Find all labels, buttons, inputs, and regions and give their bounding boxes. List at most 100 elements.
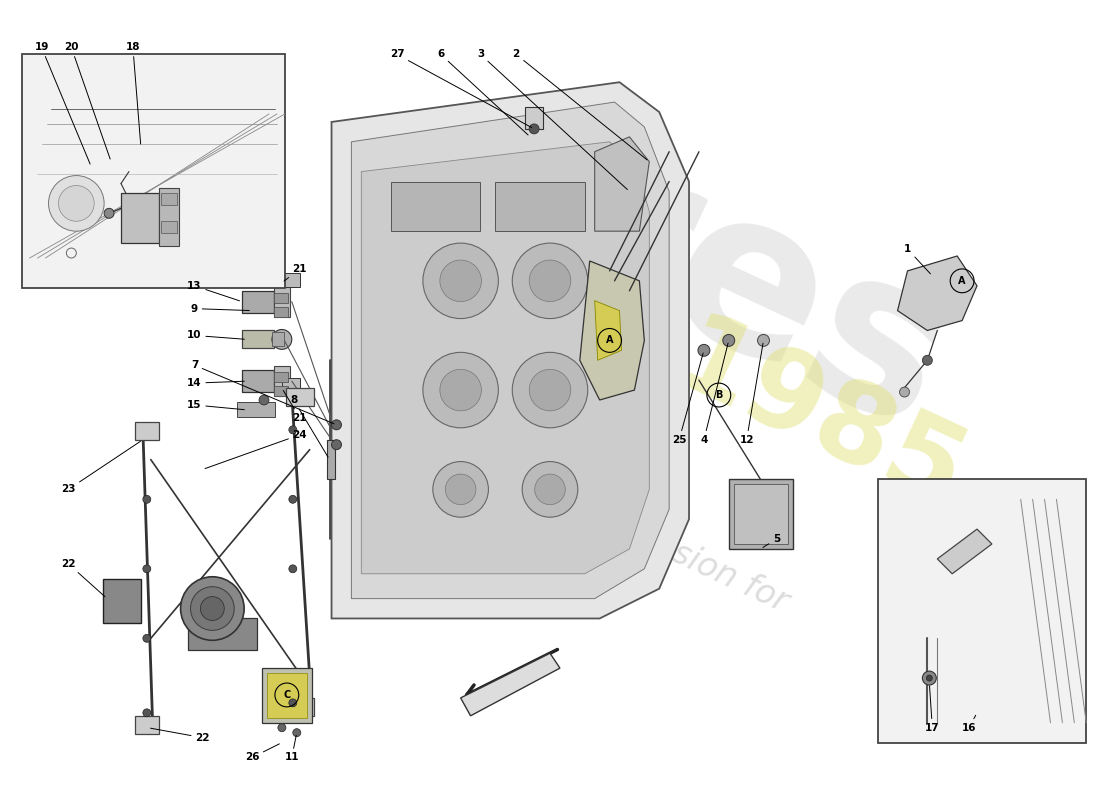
Circle shape [331,420,341,430]
Bar [728,479,793,549]
Bar [103,578,141,623]
Bar [272,333,284,346]
Text: 21: 21 [284,264,307,281]
Circle shape [698,344,710,356]
Polygon shape [580,261,645,400]
Polygon shape [898,256,977,330]
Bar [282,273,299,286]
Circle shape [293,729,300,737]
Polygon shape [461,654,560,716]
Text: A: A [958,276,966,286]
Text: 16: 16 [961,715,977,733]
Text: 5: 5 [763,534,780,547]
Text: 11: 11 [285,735,299,762]
Text: 8: 8 [290,395,328,458]
Text: 4: 4 [701,343,728,445]
Circle shape [529,370,571,411]
Bar [274,366,289,396]
Circle shape [289,565,297,573]
Circle shape [513,243,587,318]
Bar [286,388,313,406]
Bar [262,668,311,722]
Bar [187,618,257,650]
Bar [242,330,274,348]
Text: 2: 2 [513,50,647,160]
Bar [274,386,288,396]
Text: C: C [283,690,290,700]
Polygon shape [361,142,649,574]
Circle shape [440,370,482,411]
Text: B: B [715,390,723,400]
Bar [242,370,274,392]
Circle shape [289,426,297,434]
Bar [267,673,307,718]
Bar [274,286,289,317]
Circle shape [900,387,910,397]
Bar [161,194,177,206]
Circle shape [289,699,297,707]
Bar [286,698,313,716]
Text: 12: 12 [739,343,763,445]
Text: 9: 9 [191,304,250,314]
Circle shape [278,724,286,732]
Circle shape [48,175,104,231]
Text: 10: 10 [187,330,244,341]
Bar [392,182,481,231]
Circle shape [143,565,151,573]
Bar [158,189,178,246]
Bar [161,222,177,233]
Circle shape [923,671,936,685]
Circle shape [190,586,234,630]
Polygon shape [595,301,621,360]
Bar [495,182,585,231]
Polygon shape [937,529,992,574]
Text: 1: 1 [904,244,931,274]
Bar [274,306,288,317]
Polygon shape [595,137,649,231]
Text: 18: 18 [125,42,141,144]
Text: 20: 20 [64,42,110,159]
Bar [878,479,1087,742]
Text: 14: 14 [187,378,244,388]
Circle shape [331,440,341,450]
Bar [274,372,288,382]
Circle shape [529,260,571,302]
Bar [121,194,158,243]
Circle shape [513,352,587,428]
Circle shape [923,355,933,366]
Text: 21: 21 [284,390,307,423]
Text: 27: 27 [389,50,531,127]
Text: a passion for: a passion for [585,498,793,619]
Bar [327,440,334,479]
Circle shape [200,597,224,621]
Circle shape [272,330,292,350]
Text: 3: 3 [477,50,627,190]
Text: 23: 23 [62,442,141,494]
Text: 7: 7 [190,360,334,424]
Text: 19: 19 [34,42,90,164]
Circle shape [535,474,565,505]
Text: 22: 22 [62,559,104,597]
Text: res: res [536,121,981,481]
Bar [135,716,158,734]
Circle shape [258,395,270,405]
Circle shape [143,634,151,642]
Text: 1985: 1985 [656,306,981,534]
Text: 6: 6 [437,50,528,135]
Circle shape [143,495,151,503]
Text: 22: 22 [151,728,210,742]
Circle shape [522,462,578,517]
Circle shape [440,260,482,302]
Circle shape [422,352,498,428]
Circle shape [529,124,539,134]
Polygon shape [351,102,669,598]
Bar [242,290,274,313]
Circle shape [289,495,297,503]
Circle shape [723,334,735,346]
Text: 15: 15 [187,400,244,410]
Bar [274,293,288,302]
Text: 24: 24 [205,430,307,469]
Bar [135,422,158,440]
Circle shape [104,208,114,218]
Bar [238,402,275,417]
